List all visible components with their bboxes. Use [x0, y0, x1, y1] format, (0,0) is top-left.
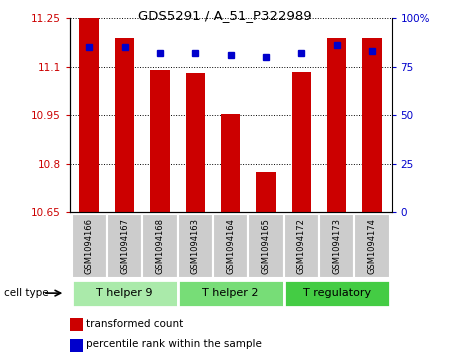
- Text: T helper 2: T helper 2: [202, 288, 259, 298]
- Text: GSM1094174: GSM1094174: [368, 218, 377, 274]
- Bar: [107, 214, 142, 278]
- Bar: [178, 214, 213, 278]
- Text: cell type: cell type: [4, 288, 49, 298]
- Bar: [248, 214, 284, 278]
- Bar: [80, 18, 99, 212]
- Bar: [284, 280, 390, 307]
- Text: GSM1094164: GSM1094164: [226, 218, 235, 274]
- Bar: [221, 114, 240, 212]
- Bar: [142, 214, 178, 278]
- Text: GSM1094172: GSM1094172: [297, 218, 306, 274]
- Bar: [70, 318, 83, 331]
- Bar: [115, 38, 134, 212]
- Bar: [354, 214, 390, 278]
- Text: GSM1094165: GSM1094165: [261, 218, 270, 274]
- Text: GDS5291 / A_51_P322989: GDS5291 / A_51_P322989: [138, 9, 312, 22]
- Bar: [150, 70, 170, 212]
- Bar: [284, 214, 319, 278]
- Bar: [185, 73, 205, 212]
- Bar: [292, 72, 311, 212]
- Bar: [70, 339, 83, 351]
- Text: transformed count: transformed count: [86, 319, 183, 329]
- Text: GSM1094163: GSM1094163: [191, 218, 200, 274]
- Bar: [319, 214, 354, 278]
- Text: GSM1094166: GSM1094166: [85, 218, 94, 274]
- Bar: [178, 280, 284, 307]
- Bar: [362, 38, 382, 212]
- Text: T helper 9: T helper 9: [96, 288, 153, 298]
- Bar: [213, 214, 248, 278]
- Text: GSM1094173: GSM1094173: [332, 218, 341, 274]
- Bar: [256, 172, 276, 212]
- Text: T regulatory: T regulatory: [303, 288, 371, 298]
- Bar: [72, 214, 107, 278]
- Bar: [327, 38, 346, 212]
- Text: GSM1094167: GSM1094167: [120, 218, 129, 274]
- Bar: [72, 280, 178, 307]
- Text: percentile rank within the sample: percentile rank within the sample: [86, 339, 261, 350]
- Text: GSM1094168: GSM1094168: [155, 218, 164, 274]
